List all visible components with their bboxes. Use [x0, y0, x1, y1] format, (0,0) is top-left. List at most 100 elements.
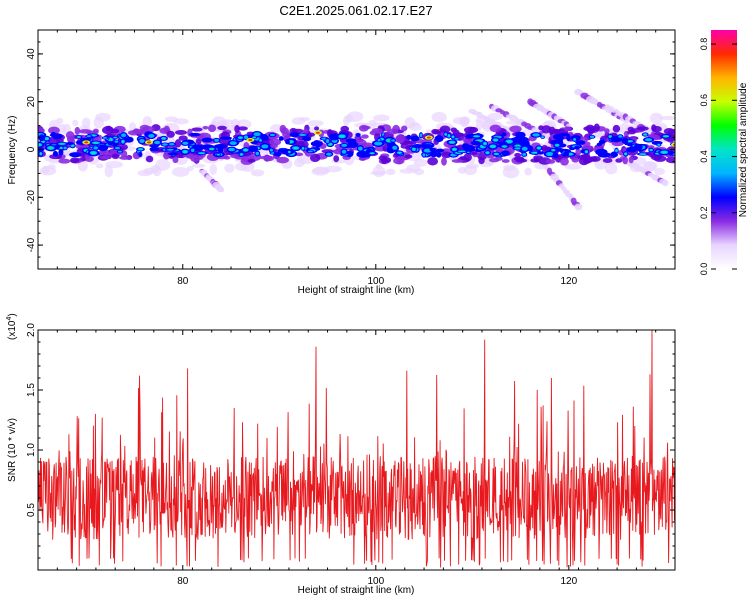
heatmap-core-blob [626, 146, 637, 153]
y-tick-label: 0 [26, 146, 37, 152]
heatmap-core-blob [506, 140, 512, 143]
heatmap-hot-blob [248, 138, 253, 141]
heatmap-core-blob [470, 140, 481, 146]
y-tick-label: 2.0 [26, 323, 37, 337]
heatmap-band-blob [142, 126, 155, 134]
heatmap-band-blob [583, 126, 591, 131]
y-tick-label: -40 [26, 237, 37, 252]
heatmap-band-blob [626, 130, 636, 135]
heatmap-band-blob [78, 129, 92, 134]
heatmap-band-blob [119, 155, 132, 160]
heatmap-haze-blob [524, 167, 532, 176]
y-tick-label: 1.0 [26, 443, 37, 457]
heatmap-core-blob [261, 144, 269, 149]
snr-x-label: Height of straight line (km) [298, 585, 415, 596]
heatmap-band-blob [358, 124, 369, 132]
heatmap-band-blob [378, 155, 388, 161]
heatmap-band-blob [111, 153, 120, 160]
heatmap-band-blob [494, 156, 503, 161]
heatmap-core-blob [302, 136, 312, 142]
x-tick-label: 120 [560, 276, 577, 287]
heatmap-hot-blob [84, 141, 89, 144]
heatmap-haze-blob [95, 112, 111, 122]
heatmap-band-blob [604, 128, 610, 134]
heatmap-hot-blob [426, 136, 431, 139]
heatmap-core-blob [644, 134, 646, 135]
heatmap-streak-blob [574, 203, 583, 211]
heatmap-core-blob [148, 133, 155, 138]
heatmap-core-blob [552, 149, 555, 151]
heatmap-core-blob [253, 132, 261, 137]
heatmap-haze-blob [95, 163, 104, 169]
heatmap-band-blob [69, 157, 80, 164]
heatmap-core-blob [573, 137, 577, 142]
heatmap-band-blob [560, 157, 569, 166]
heatmap-core-blob [238, 136, 243, 139]
heatmap-core-blob [69, 152, 82, 158]
heatmap-band-blob [541, 125, 552, 134]
heatmap-core-blob [649, 149, 653, 151]
heatmap-core-blob [644, 138, 653, 142]
heatmap-core-blob [532, 133, 540, 137]
heatmap-band-blob [515, 158, 528, 163]
heatmap-haze-blob [104, 165, 114, 178]
heatmap-y-ticks: 40 20 0 -20 -40 [26, 29, 675, 270]
heatmap-core-blob [566, 134, 571, 142]
heatmap-core-blob [397, 151, 402, 154]
heatmap-band-blob [404, 154, 413, 159]
heatmap-band-blob [302, 128, 309, 134]
heatmap-core-blob [308, 150, 313, 153]
heatmap-band-blob [602, 158, 613, 163]
heatmap-band-blob [333, 155, 340, 163]
heatmap-core-blob [102, 136, 108, 139]
heatmap-core-blob [558, 133, 570, 137]
colorbar-label: Normalized spectral amplitude [738, 82, 749, 217]
heatmap-band-blob [174, 129, 188, 135]
snr-y-label: SNR (10 * v/v) [7, 418, 18, 482]
heatmap-core-blob [486, 151, 489, 154]
heatmap-band-blob [371, 127, 383, 134]
heatmap-core-blob [388, 139, 391, 142]
heatmap-core-blob [107, 141, 113, 146]
heatmap-band-blob [132, 151, 141, 160]
heatmap-haze-blob [502, 166, 520, 179]
heatmap-band-blob [451, 159, 464, 163]
heatmap-core-blob [79, 137, 92, 142]
heatmap-haze-blob [150, 165, 160, 174]
heatmap-haze-blob [39, 166, 57, 176]
heatmap-core-blob [229, 141, 237, 146]
heatmap-core-blob [214, 138, 220, 142]
heatmap-core-blob [121, 133, 127, 138]
heatmap-core-blob [502, 132, 507, 137]
heatmap-haze-blob [294, 158, 305, 168]
heatmap-haze-blob [463, 164, 477, 176]
heatmap-core-blob [627, 140, 632, 142]
heatmap-core-blob [474, 135, 479, 137]
heatmap-core-blob [325, 139, 330, 143]
heatmap-core-blob [114, 146, 120, 150]
heatmap-band-blob [185, 153, 195, 159]
heatmap-core-blob [49, 147, 53, 149]
heatmap-band-blob [509, 125, 522, 133]
heatmap-core-blob [201, 137, 213, 143]
heatmap-core-blob [293, 146, 298, 150]
heatmap-haze-blob [431, 111, 447, 123]
heatmap-band-blob [110, 128, 120, 134]
heatmap-core-blob [228, 147, 236, 152]
heatmap-haze-blob [370, 171, 387, 176]
heatmap-haze-blob [605, 162, 618, 175]
heatmap-core-blob [501, 150, 510, 157]
heatmap-x-ticks: 80 100 120 [37, 30, 676, 287]
heatmap-core-blob [609, 136, 611, 138]
heatmap-core-blob [490, 145, 496, 148]
heatmap-band-blob [207, 124, 217, 133]
heatmap-core-blob [183, 150, 188, 153]
x-tick-label: 80 [177, 576, 189, 587]
heatmap-band-blob [48, 126, 60, 135]
heatmap-core-blob [657, 144, 660, 146]
colorbar-tick-label: 0.2 [699, 207, 709, 220]
heatmap-core-blob [429, 150, 438, 158]
heatmap-core-blob [641, 153, 645, 155]
heatmap-haze-blob [346, 111, 364, 122]
heatmap-core-blob [449, 141, 455, 144]
